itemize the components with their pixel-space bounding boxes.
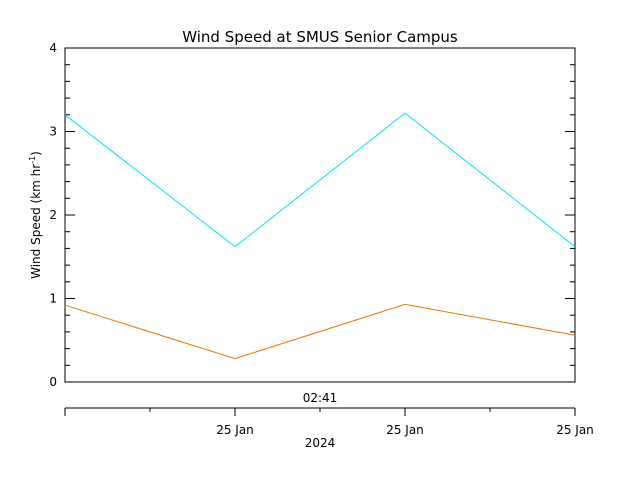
- x-time-label: 02:41: [303, 391, 338, 405]
- series-line-1: [64, 112, 576, 248]
- y-tick-label: 0: [49, 375, 57, 389]
- y-ticks: 0 1 2 3 4: [49, 41, 575, 389]
- y-axis-label-close: ): [29, 151, 43, 156]
- x-axis-label: 2024: [305, 436, 336, 450]
- y-tick-label: 2: [49, 208, 57, 222]
- y-axis-label-text: Wind Speed (km hr: [29, 164, 43, 279]
- x-ticks: 25 Jan 25 Jan 25 Jan: [64, 408, 594, 437]
- x-tick-label: 25 Jan: [386, 423, 424, 437]
- y-tick-label: 4: [49, 41, 57, 55]
- y-tick-label: 3: [49, 125, 57, 139]
- series-line-2: [64, 303, 576, 360]
- chart-title: Wind Speed at SMUS Senior Campus: [182, 28, 458, 46]
- y-tick-label: 1: [49, 292, 57, 306]
- y-axis-label-superscript: -1: [28, 156, 37, 164]
- y-axis-label: Wind Speed (km hr-1): [28, 151, 43, 279]
- series-group: [64, 112, 576, 360]
- x-tick-label: 25 Jan: [216, 423, 254, 437]
- svg-text:Wind Speed (km hr-1): Wind Speed (km hr-1): [28, 151, 43, 279]
- x-tick-label: 25 Jan: [556, 423, 594, 437]
